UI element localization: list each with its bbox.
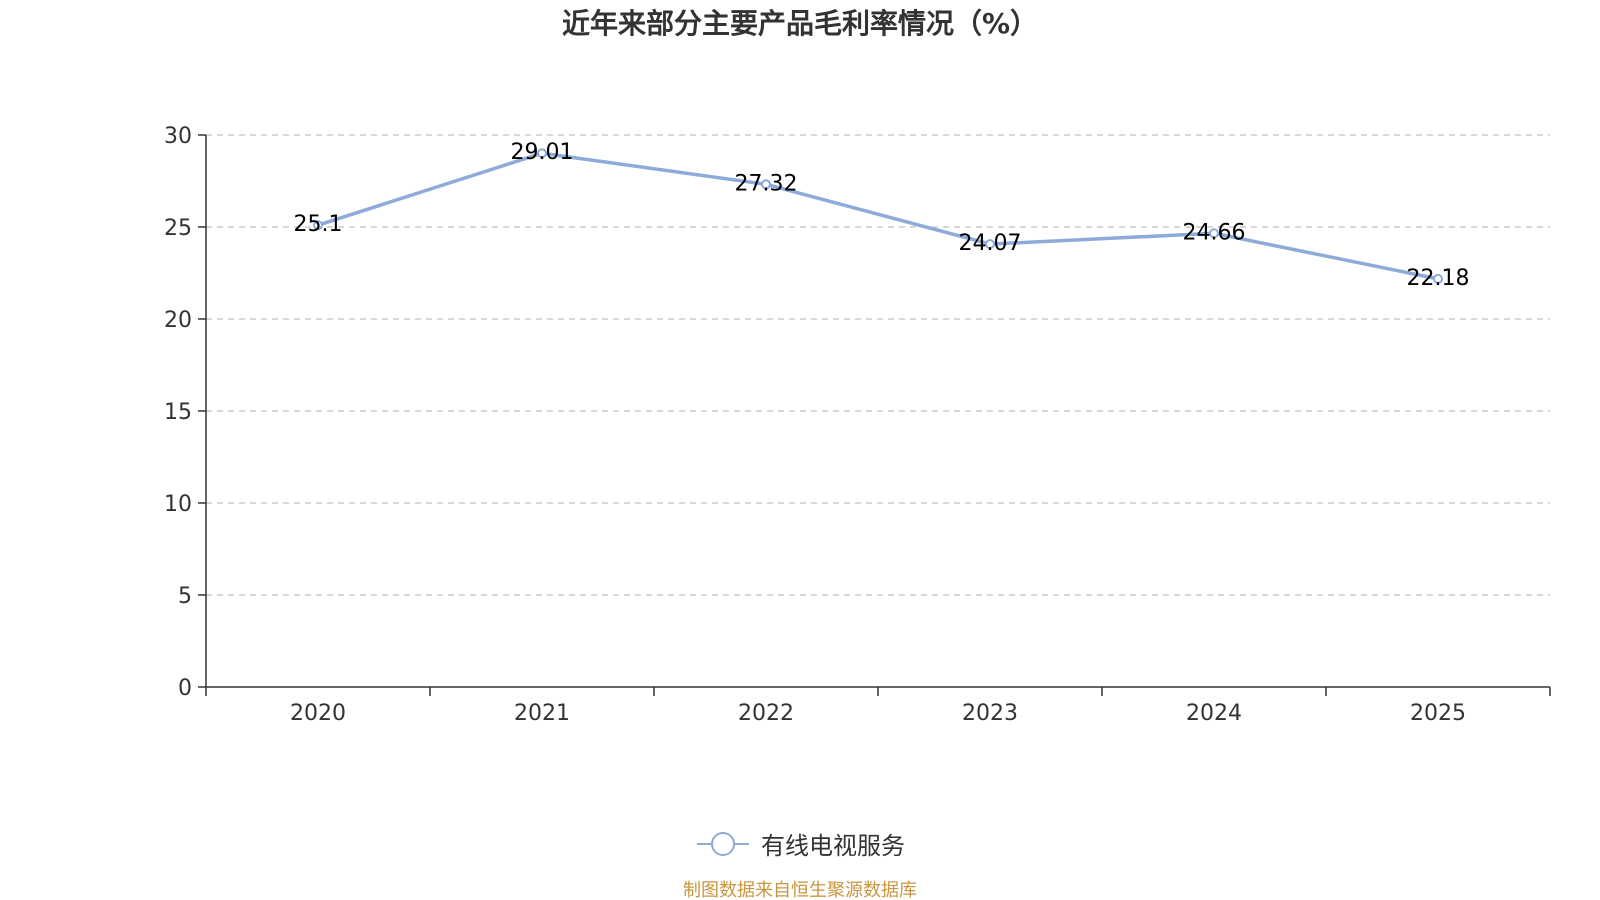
x-tick-label: 2020	[290, 701, 346, 726]
data-point	[537, 148, 547, 159]
x-tick-label: 2021	[514, 701, 570, 726]
y-tick-label: 30	[164, 124, 192, 149]
legend-label: 有线电视服务	[761, 832, 905, 860]
data-point	[985, 239, 995, 250]
data-point	[313, 220, 323, 231]
y-tick-label: 15	[164, 400, 192, 425]
x-tick-label: 2024	[1186, 701, 1242, 726]
data-point	[1209, 228, 1219, 239]
x-tick-label: 2022	[738, 701, 794, 726]
data-label: 24.07	[959, 231, 1022, 256]
legend-line-icon	[697, 831, 749, 856]
x-tick-label: 2025	[1410, 701, 1466, 726]
x-tick-label: 2023	[962, 701, 1018, 726]
data-labels: 25.1 29.01 27.32 24.07 24.66 22.18	[294, 140, 1470, 291]
data-label: 24.66	[1183, 220, 1246, 245]
y-tick-label: 25	[164, 216, 192, 241]
data-label: 29.01	[511, 140, 574, 165]
gridlines	[206, 134, 1550, 596]
data-point	[1433, 273, 1443, 284]
source-note: 制图数据来自恒生聚源数据库	[683, 880, 917, 900]
y-tick-label: 20	[164, 308, 192, 333]
data-point	[761, 179, 771, 190]
y-tick-label: 0	[178, 676, 192, 701]
data-label: 25.1	[294, 212, 343, 237]
data-label: 27.32	[735, 171, 798, 196]
data-label: 22.18	[1407, 266, 1470, 291]
chart-title: 近年来部分主要产品毛利率情况（%）	[561, 7, 1039, 40]
y-tick-label: 10	[164, 492, 192, 517]
series-line	[317, 151, 1439, 281]
series-layer	[313, 148, 1443, 284]
y-tick-label: 5	[178, 584, 192, 609]
legend[interactable]: 有线电视服务	[0, 826, 1600, 861]
